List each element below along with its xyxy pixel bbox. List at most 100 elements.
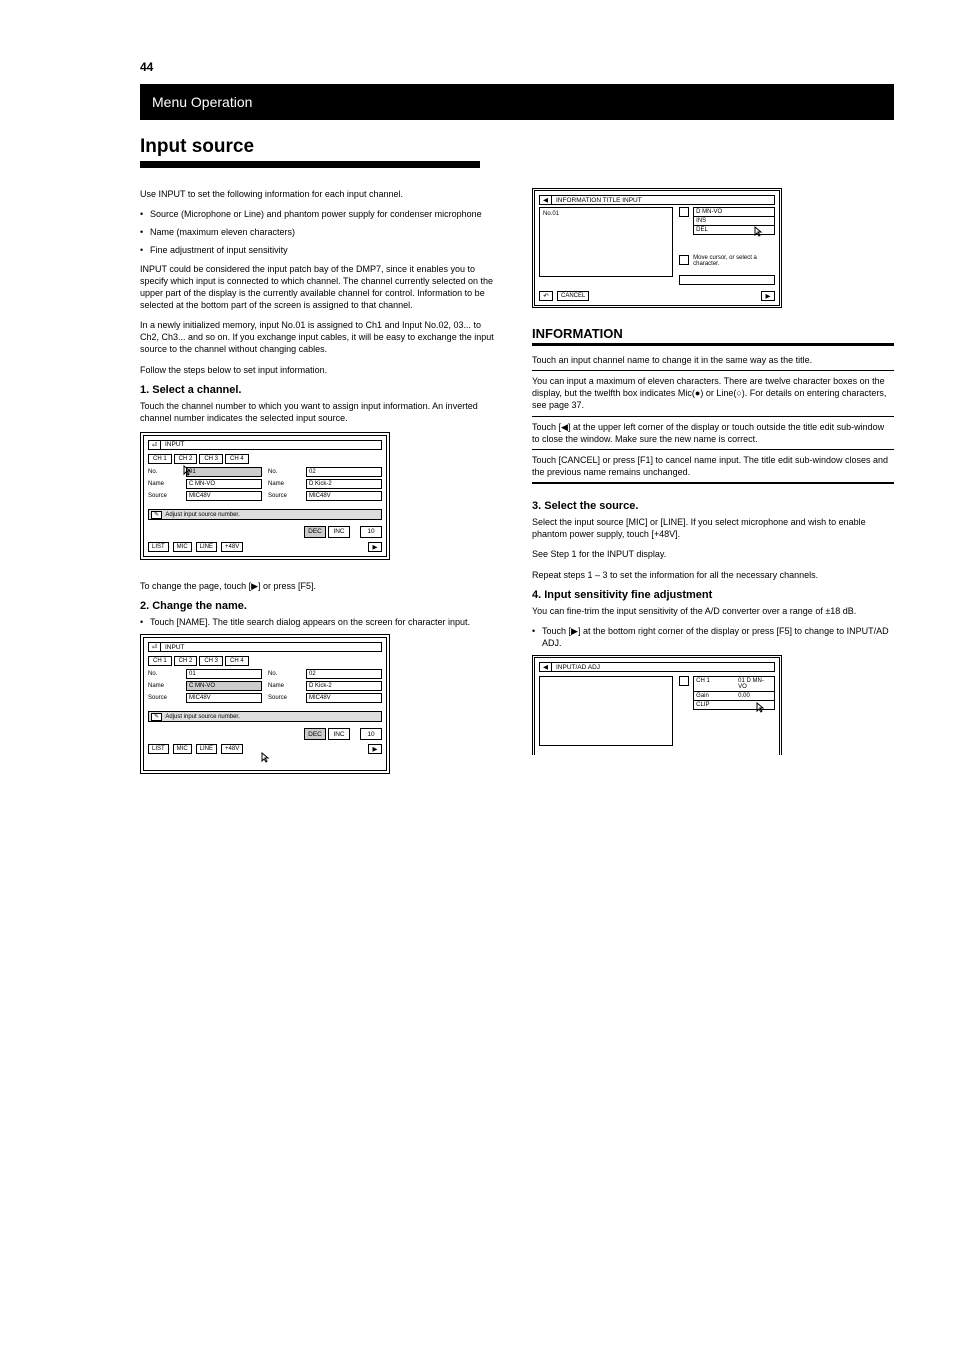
intro-para: Use INPUT to set the following informati… (140, 188, 502, 200)
info-line-1: Touch an input channel name to change it… (532, 350, 894, 371)
right-column: ◀ INFORMATION TITLE INPUT No.01 D MN-VO (532, 188, 894, 794)
panel-title: INPUT (161, 644, 185, 651)
subtitle-wrap: Input source (140, 136, 894, 168)
lbl-name-r: Name (268, 481, 306, 487)
adadj-area (539, 676, 673, 746)
pointer-icon (754, 702, 766, 714)
pointer-icon (259, 752, 271, 764)
close-icon[interactable]: ◀ (540, 196, 552, 204)
inc-button[interactable]: INC (328, 526, 350, 538)
dec-button[interactable]: DEC (304, 728, 326, 740)
char-grid[interactable]: No.01 (539, 207, 673, 277)
step3-heading: 3. Select the source. (532, 500, 894, 512)
return-icon[interactable]: ⏎ (149, 643, 161, 651)
step2-heading: 2. Change the name. (140, 600, 502, 612)
bullet-3: Fine adjustment of input sensitivity (140, 244, 502, 256)
cancel-button[interactable]: CANCEL (557, 291, 589, 301)
page-number: 44 (140, 60, 894, 74)
subpanel-title: INFORMATION TITLE INPUT (552, 196, 774, 204)
tab-ch3[interactable]: CH 3 (199, 454, 223, 464)
mic-button[interactable]: MIC (173, 744, 192, 754)
body-1: INPUT could be considered the input patc… (140, 263, 502, 312)
line-button[interactable]: LINE (196, 542, 217, 552)
bullet-2: Name (maximum eleven characters) (140, 226, 502, 238)
left-column: Use INPUT to set the following informati… (140, 188, 502, 794)
lbl-no-r: No. (268, 469, 306, 475)
body-2: In a newly initialized memory, input No.… (140, 319, 502, 355)
note-icon: ✎ (151, 511, 162, 519)
val-source-2[interactable]: MIC48V (306, 491, 382, 501)
section-header: Menu Operation (140, 84, 894, 120)
ten-button[interactable]: 10 (360, 526, 382, 538)
ins-button[interactable]: INS (696, 218, 772, 224)
lbl-source: Source (148, 493, 186, 499)
val-name-2[interactable]: D Kick-2 (306, 479, 382, 489)
list-button[interactable]: LIST (148, 542, 169, 552)
dec-button[interactable]: DEC (304, 526, 326, 538)
title-input-panel: ◀ INFORMATION TITLE INPUT No.01 D MN-VO (532, 188, 782, 308)
step1-heading: 1. Select a channel. (140, 384, 502, 396)
return-icon[interactable]: ⏎ (149, 441, 161, 449)
field-col-right: No.02 NameD Kick-2 SourceMIC48V (268, 467, 382, 503)
phantom-button[interactable]: +48V (221, 744, 243, 754)
status-icon (679, 676, 689, 686)
input-panel-1: ⏎ INPUT CH 1 CH 2 CH 3 CH 4 No.01 NameC … (140, 432, 390, 560)
hint-text: Move cursor, or select a character. (693, 255, 775, 267)
adadj-title: INPUT/AD ADJ (552, 663, 774, 671)
back-icon[interactable]: ↶ (539, 291, 553, 301)
tab-ch2[interactable]: CH 2 (174, 656, 198, 666)
step4-heading: 4. Input sensitivity fine adjustment (532, 589, 894, 601)
between-para: To change the page, touch [▶] or press [… (140, 580, 502, 592)
step2-bullet: Touch [NAME]. The title search dialog ap… (140, 616, 502, 628)
tab-ch4[interactable]: CH 4 (225, 656, 249, 666)
tab-ch1[interactable]: CH 1 (148, 454, 172, 464)
step3-3: Repeat steps 1 – 3 to set the informatio… (532, 569, 894, 581)
info-header: INFORMATION (532, 326, 894, 346)
info-line-3: Touch [◀] at the upper left corner of th… (532, 417, 894, 450)
row-val: D MN-VO (696, 209, 772, 215)
lbl-name: Name (148, 481, 186, 487)
info-line-2: You can input a maximum of eleven charac… (532, 371, 894, 416)
lbl-source-r: Source (268, 493, 306, 499)
step4-text: You can fine-trim the input sensitivity … (532, 605, 894, 617)
step1-text: Touch the channel number to which you wa… (140, 400, 502, 424)
pointer-icon (181, 465, 193, 477)
tab-ch2[interactable]: CH 2 (174, 454, 198, 464)
status-icon (679, 255, 689, 265)
line-button[interactable]: LINE (196, 744, 217, 754)
step3-1: Select the input source [MIC] or [LINE].… (532, 516, 894, 540)
spacer-box (679, 275, 775, 285)
tab-ch4[interactable]: CH 4 (225, 454, 249, 464)
input-panel-2: ⏎ INPUT CH 1 CH 2 CH 3 CH 4 No.01 NameC … (140, 634, 390, 774)
adjust-note: ✎ Adjust input source number. (148, 711, 382, 722)
status-icon (679, 207, 689, 217)
page-next-icon[interactable]: ▶ (368, 542, 382, 552)
pointer-icon (752, 226, 764, 238)
step4-bullet: Touch [▶] at the bottom right corner of … (532, 625, 894, 649)
field-col-left: No.01 NameC MN-VO SourceMIC48V (148, 467, 262, 503)
tab-ch3[interactable]: CH 3 (199, 656, 223, 666)
list-button[interactable]: LIST (148, 744, 169, 754)
info-line-4: Touch [CANCEL] or press [F1] to cancel n… (532, 450, 894, 484)
step3-2: See Step 1 for the INPUT display. (532, 548, 894, 560)
val-source-1[interactable]: MIC48V (186, 491, 262, 501)
body-3: Follow the steps below to set input info… (140, 364, 502, 376)
two-column-content: Use INPUT to set the following informati… (140, 188, 894, 794)
val-no-2[interactable]: 02 (306, 467, 382, 477)
val-no-1[interactable]: 01 (186, 467, 262, 477)
subtitle: Input source (140, 136, 894, 158)
panel-title: INPUT (161, 441, 185, 448)
phantom-button[interactable]: +48V (221, 542, 243, 552)
tab-ch1[interactable]: CH 1 (148, 656, 172, 666)
mic-button[interactable]: MIC (173, 542, 192, 552)
close-icon[interactable]: ◀ (540, 663, 552, 671)
name-selected[interactable]: C MN-VO (186, 681, 262, 691)
inc-button[interactable]: INC (328, 728, 350, 740)
bullet-1: Source (Microphone or Line) and phantom … (140, 208, 502, 220)
page-next-icon[interactable]: ▶ (761, 291, 775, 301)
val-name-1[interactable]: C MN-VO (186, 479, 262, 489)
ten-button[interactable]: 10 (360, 728, 382, 740)
subtitle-bar (140, 161, 480, 168)
page-next-icon[interactable]: ▶ (368, 744, 382, 754)
adjust-note: ✎ Adjust input source number. (148, 509, 382, 520)
